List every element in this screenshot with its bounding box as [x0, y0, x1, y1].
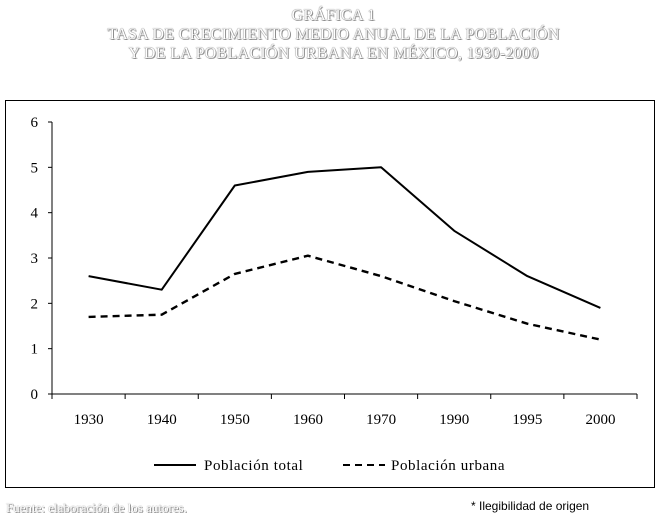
y-tick-label: 3	[31, 251, 39, 267]
x-tick-label: 1970	[366, 412, 396, 428]
y-tick-label: 0	[31, 387, 39, 403]
series-line-poblacion-total	[88, 166, 601, 309]
x-tick-label: 1950	[220, 412, 250, 428]
x-tick-label: 1995	[512, 412, 542, 428]
y-tick-label: 6	[31, 115, 39, 131]
figure-number: GRÁFICA 1	[291, 7, 376, 24]
series-lines	[88, 166, 601, 341]
y-tick-labels: 0 1 2 3 4 5 6	[31, 115, 39, 403]
chart-frame	[5, 100, 655, 488]
y-tick-label: 2	[31, 296, 39, 312]
source-note: Fuente: elaboración de los autores.	[6, 500, 187, 515]
legend-label: Población total	[204, 458, 303, 474]
line-chart: 0 1 2 3 4 5 6 1930 1940 1950 1960 1970 1990 1995 2000…	[31, 115, 638, 474]
x-tick-labels: 1930 1940 1950 1960 1970 1990 1995 2000	[74, 412, 616, 428]
y-tick-label: 5	[31, 160, 39, 176]
axes	[48, 121, 638, 399]
chart-title-block: GRÁFICA 1 TASA DE CRECIMIENTO MEDIO ANUA…	[0, 6, 667, 63]
legend-label: Población urbana	[391, 458, 505, 474]
legibility-note: * Ilegibilidad de origen	[471, 499, 590, 513]
title-line-2: Y DE LA POBLACIÓN URBANA EN MÉXICO, 1930…	[128, 45, 539, 62]
x-tick-label: 1990	[439, 412, 469, 428]
x-tick-label: 1960	[293, 412, 323, 428]
legend: Población total Población urbana	[154, 458, 505, 474]
x-tick-label: 1940	[147, 412, 177, 428]
title-line-1: TASA DE CRECIMIENTO MEDIO ANUAL DE LA PO…	[107, 26, 560, 43]
y-tick-label: 1	[31, 342, 39, 358]
y-tick-label: 4	[31, 206, 39, 222]
series-line-poblacion-urbana	[88, 254, 601, 341]
x-tick-label: 2000	[585, 412, 615, 428]
x-tick-label: 1930	[74, 412, 104, 428]
